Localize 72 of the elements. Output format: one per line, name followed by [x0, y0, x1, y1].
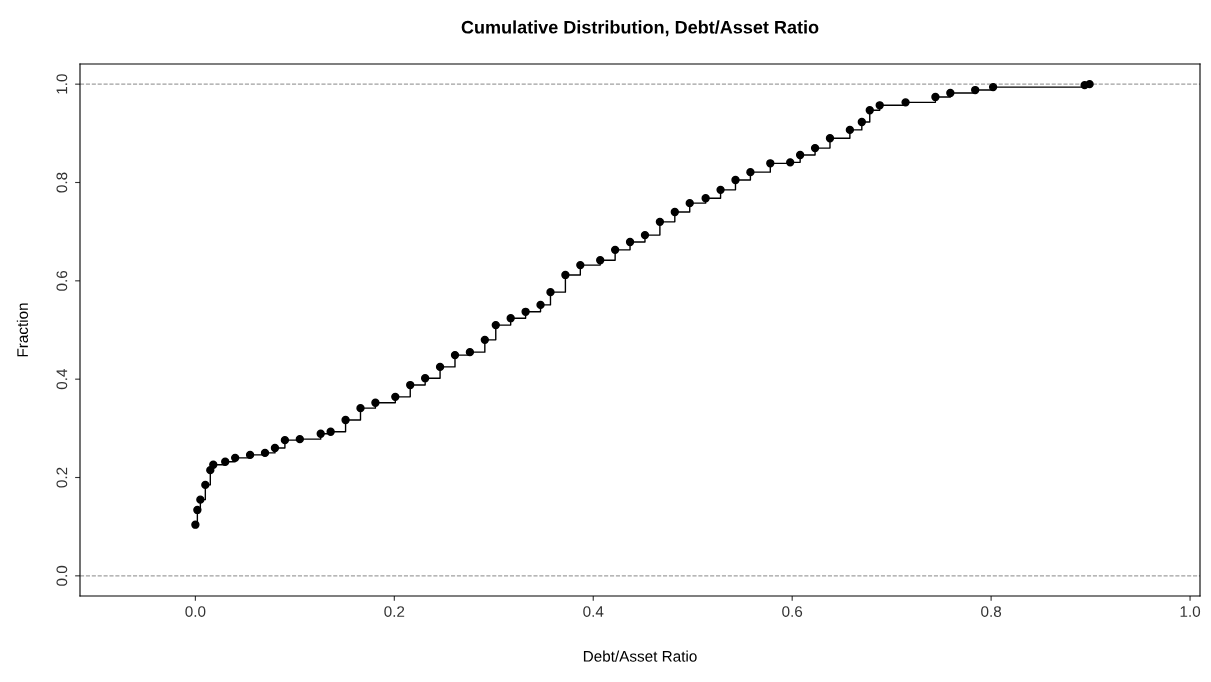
y-axis-title: Fraction: [16, 303, 29, 357]
point: [865, 106, 874, 115]
point: [701, 194, 710, 203]
point: [201, 480, 210, 490]
point: [746, 168, 755, 177]
x-tick-label: 0.4: [583, 606, 604, 617]
point: [193, 505, 202, 515]
point: [971, 85, 980, 95]
y-tick-label: 0.6: [56, 270, 68, 291]
point: [406, 380, 415, 390]
point: [901, 98, 910, 107]
point: [191, 520, 200, 529]
point: [716, 185, 725, 195]
point: [491, 320, 500, 330]
point: [536, 300, 545, 310]
point: [435, 362, 445, 372]
y-tick-label: 0.0: [56, 565, 68, 586]
x-tick-label: 1.0: [1180, 606, 1201, 617]
point: [731, 175, 740, 185]
point: [655, 217, 665, 226]
point: [280, 435, 290, 445]
point: [795, 150, 805, 160]
x-tick-label: 0.0: [185, 606, 206, 617]
y-tick-label: 0.4: [56, 369, 68, 390]
point: [480, 335, 489, 345]
point: [931, 92, 940, 102]
point: [825, 134, 835, 143]
y-tick-label: 0.8: [56, 172, 68, 193]
x-axis-title: Debt/Asset Ratio: [583, 650, 697, 662]
point: [546, 287, 555, 297]
point: [946, 88, 955, 98]
y-tick-label: 1.0: [56, 74, 68, 94]
point: [640, 230, 650, 240]
point: [371, 398, 380, 407]
point: [196, 495, 205, 504]
x-tick-label: 0.2: [384, 606, 405, 617]
point: [810, 143, 820, 153]
point: [356, 404, 365, 413]
point: [610, 245, 620, 255]
point: [420, 374, 430, 383]
x-tick-label: 0.8: [981, 606, 1002, 617]
point: [561, 270, 570, 280]
point: [295, 434, 304, 444]
point: [341, 415, 350, 425]
point: [988, 82, 998, 92]
point: [625, 237, 635, 247]
chart-title: Cumulative Distribution, Debt/Asset Ratio: [461, 20, 819, 37]
point: [221, 457, 230, 466]
point: [857, 117, 866, 127]
point: [875, 101, 884, 110]
point: [209, 460, 218, 469]
point: [391, 392, 400, 402]
point: [450, 350, 460, 360]
point: [596, 256, 605, 265]
point: [260, 448, 270, 458]
point: [326, 427, 335, 436]
x-tick-label: 0.6: [782, 606, 803, 617]
y-tick-label: 0.2: [56, 467, 68, 488]
point: [245, 450, 255, 460]
point: [316, 429, 325, 438]
point: [270, 443, 280, 453]
point: [521, 307, 530, 316]
point: [506, 314, 515, 323]
point: [685, 198, 694, 208]
point: [766, 159, 775, 168]
point: [576, 260, 585, 270]
point: [465, 347, 475, 357]
point: [670, 207, 679, 217]
point: [845, 125, 855, 135]
point: [786, 158, 795, 167]
point: [1085, 79, 1094, 89]
point: [231, 453, 240, 463]
